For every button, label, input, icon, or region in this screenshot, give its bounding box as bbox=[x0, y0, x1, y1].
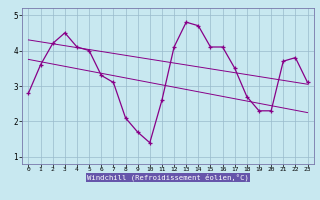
X-axis label: Windchill (Refroidissement éolien,°C): Windchill (Refroidissement éolien,°C) bbox=[87, 174, 249, 181]
